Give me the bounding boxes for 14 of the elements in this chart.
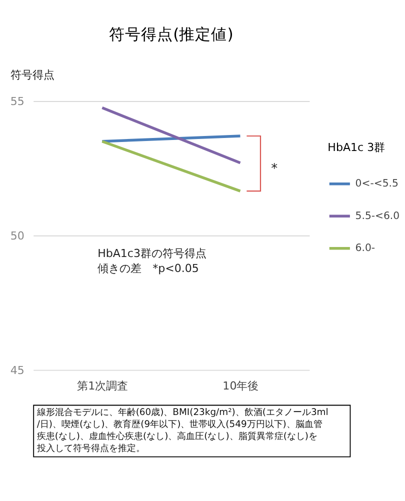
legend-label: 0<-<5.5 bbox=[355, 178, 398, 190]
x-tick-label: 第1次調査 bbox=[77, 380, 128, 393]
legend-label: 5.5-<6.0 bbox=[355, 210, 400, 222]
y-tick-label: 50 bbox=[10, 230, 24, 243]
x-tick-label: 10年後 bbox=[222, 380, 259, 393]
legend-label: 6.0- bbox=[355, 243, 376, 254]
annotation: HbA1c3群の符号得点傾きの差 *p<0.05 bbox=[98, 247, 207, 275]
chart-title: 符号得点(推定値) bbox=[109, 24, 234, 44]
legend-title: HbA1c 3群 bbox=[328, 140, 386, 154]
y-axis-title: 符号得点 bbox=[10, 68, 55, 82]
text: 線形混合モデルに、年齢(60歳)、BMI(23kg/m²)、飲酒(エタノール3ml/日)、喫煙(なし)、教育歴(9年以下)、世帯収入(549万円以下)、脳血管疾患(なし)、虚血性心疾患(なし)、高血圧(なし)、脂質異常症(なし)を投入して符号得点を推定。 bbox=[36, 406, 328, 454]
y-tick-label: 45 bbox=[10, 364, 24, 377]
annotation: * bbox=[271, 162, 278, 177]
y-tick-label: 55 bbox=[10, 95, 24, 108]
